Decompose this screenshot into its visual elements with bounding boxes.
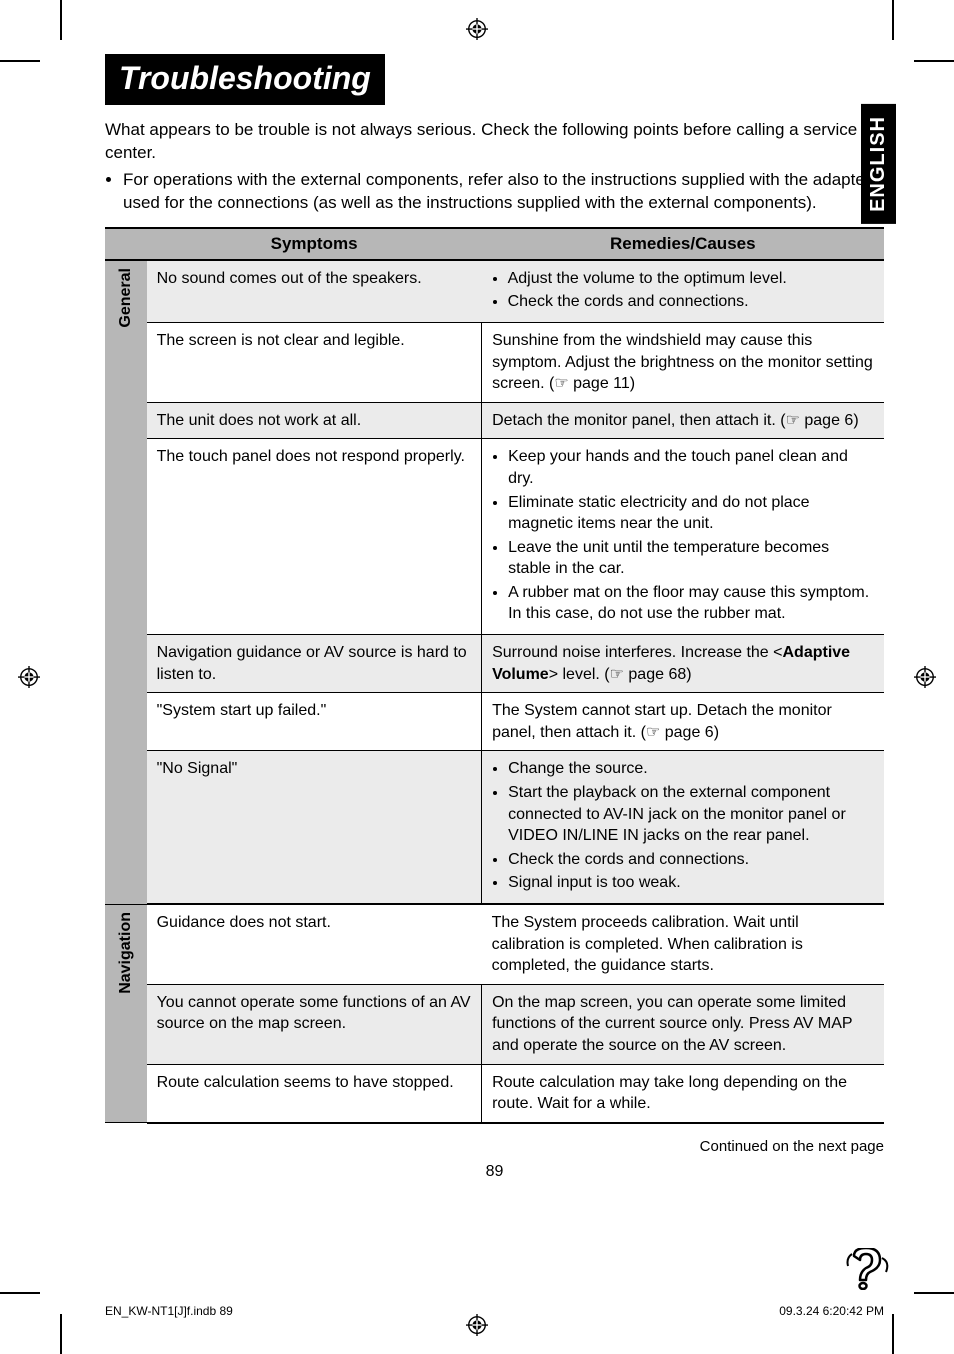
question-mark-icon bbox=[846, 1248, 892, 1290]
remedy-item: Start the playback on the external compo… bbox=[508, 782, 874, 847]
symptom-cell: The touch panel does not respond properl… bbox=[147, 439, 482, 635]
remedy-cell: The System proceeds calibration. Wait un… bbox=[482, 904, 884, 984]
remedy-item: Adjust the volume to the optimum level. bbox=[508, 268, 874, 290]
language-tab: ENGLISH bbox=[861, 104, 896, 224]
intro-text: What appears to be trouble is not always… bbox=[105, 119, 884, 215]
registration-mark-icon bbox=[466, 18, 488, 40]
footer-right: 09.3.24 6:20:42 PM bbox=[779, 1304, 884, 1318]
intro-line: What appears to be trouble is not always… bbox=[105, 120, 857, 162]
symptom-cell: Guidance does not start. bbox=[147, 904, 482, 984]
remedy-cell: Sunshine from the windshield may cause t… bbox=[482, 322, 884, 402]
remedy-cell: Detach the monitor panel, then attach it… bbox=[482, 402, 884, 439]
remedy-item: Check the cords and connections. bbox=[508, 291, 874, 313]
footer-left: EN_KW-NT1[J]f.indb 89 bbox=[105, 1304, 233, 1318]
header-remedies: Remedies/Causes bbox=[482, 228, 884, 260]
remedy-item: Leave the unit until the temperature bec… bbox=[508, 537, 874, 580]
header-symptoms: Symptoms bbox=[147, 228, 482, 260]
continued-text: Continued on the next page bbox=[105, 1138, 884, 1155]
remedy-item: Signal input is too weak. bbox=[508, 872, 874, 894]
troubleshooting-table: Symptoms Remedies/Causes GeneralNo sound… bbox=[105, 227, 884, 1124]
symptom-cell: Navigation guidance or AV source is hard… bbox=[147, 635, 482, 693]
symptom-cell: No sound comes out of the speakers. bbox=[147, 260, 482, 323]
remedy-cell: Adjust the volume to the optimum level.C… bbox=[482, 260, 884, 323]
remedy-item: Eliminate static electricity and do not … bbox=[508, 492, 874, 535]
registration-mark-icon bbox=[914, 666, 936, 688]
remedy-cell: Route calculation may take long dependin… bbox=[482, 1064, 884, 1123]
section-label: Navigation bbox=[105, 904, 147, 1123]
symptom-cell: "System start up failed." bbox=[147, 693, 482, 751]
symptom-cell: You cannot operate some functions of an … bbox=[147, 984, 482, 1064]
remedy-item: A rubber mat on the floor may cause this… bbox=[508, 582, 874, 625]
remedy-cell: Surround noise interferes. Increase the … bbox=[482, 635, 884, 693]
section-label: General bbox=[105, 260, 147, 904]
registration-mark-icon bbox=[18, 666, 40, 688]
symptom-cell: The unit does not work at all. bbox=[147, 402, 482, 439]
intro-bullet: For operations with the external compone… bbox=[123, 169, 884, 215]
remedy-cell: Keep your hands and the touch panel clea… bbox=[482, 439, 884, 635]
page-number: 89 bbox=[105, 1163, 884, 1181]
remedy-cell: On the map screen, you can operate some … bbox=[482, 984, 884, 1064]
remedy-cell: Change the source.Start the playback on … bbox=[482, 751, 884, 904]
symptom-cell: The screen is not clear and legible. bbox=[147, 322, 482, 402]
remedy-cell: The System cannot start up. Detach the m… bbox=[482, 693, 884, 751]
page-title: Troubleshooting bbox=[105, 54, 385, 105]
remedy-item: Change the source. bbox=[508, 758, 874, 780]
symptom-cell: "No Signal" bbox=[147, 751, 482, 904]
remedy-item: Keep your hands and the touch panel clea… bbox=[508, 446, 874, 489]
remedy-item: Check the cords and connections. bbox=[508, 849, 874, 871]
symptom-cell: Route calculation seems to have stopped. bbox=[147, 1064, 482, 1123]
